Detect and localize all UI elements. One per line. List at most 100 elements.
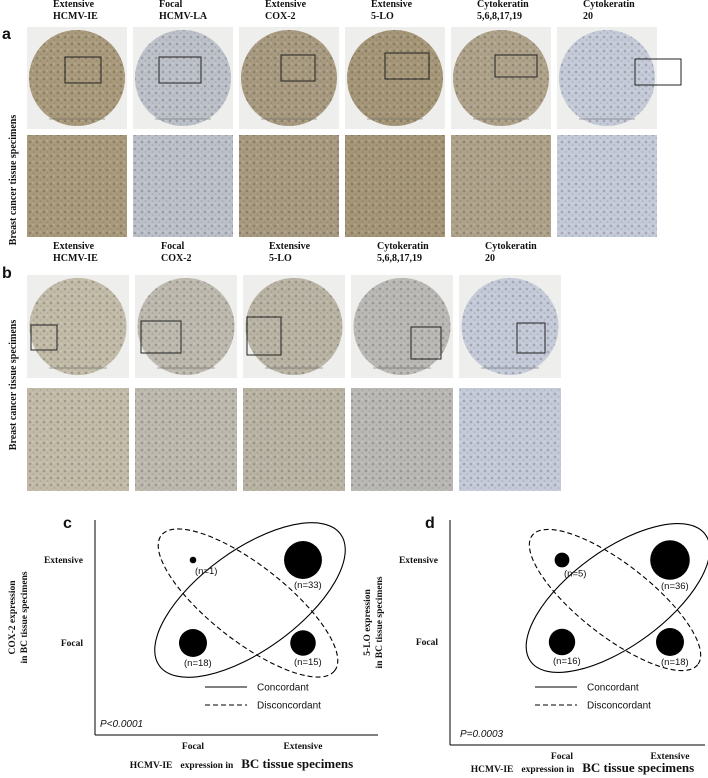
y-axis-title: in BC tissue specimens — [375, 576, 385, 668]
column-header: 20 — [583, 11, 593, 22]
x-tick-label: Extensive — [650, 752, 689, 762]
column-header: Extensive — [371, 0, 413, 10]
bubble — [284, 541, 322, 579]
panel-label: c — [63, 515, 72, 532]
p-value: P=0.0003 — [460, 729, 504, 740]
column-header: 5-LO — [371, 11, 394, 22]
zoom-box — [140, 320, 182, 354]
data-label: (n=18) — [661, 657, 689, 668]
x-tick-label: Focal — [551, 752, 574, 762]
data-label: (n=16) — [553, 656, 581, 667]
column-header: 5,6,8,17,19 — [477, 11, 522, 22]
legend-label: Concordant — [587, 683, 639, 694]
zoom-box — [280, 54, 316, 82]
panel-label: d — [425, 515, 435, 532]
tissue-zoom-texture — [133, 135, 233, 237]
column-header: Cytokeratin — [583, 0, 635, 10]
zoom-box — [64, 56, 102, 84]
x-tick-label: Focal — [182, 742, 205, 752]
data-label: (n=33) — [294, 580, 322, 591]
tissue-texture — [29, 30, 125, 126]
y-tick-label: Focal — [416, 638, 439, 648]
column-header: Focal — [161, 241, 185, 252]
tissue-zoom-texture — [27, 135, 127, 237]
data-label: (n=18) — [184, 658, 212, 669]
column-header: Extensive — [53, 241, 95, 252]
y-axis-title: in BC tissue specimens — [20, 571, 30, 663]
data-label: (n=15) — [294, 657, 322, 668]
x-axis-title-part: BC tissue specimens — [241, 756, 353, 771]
zoom-box — [246, 316, 282, 356]
tissue-texture — [559, 30, 655, 126]
column-header: HCMV-LA — [159, 11, 208, 22]
bubble — [655, 627, 685, 657]
row-label: Breast cancer tissue specimens — [8, 115, 19, 246]
column-header: Cytokeratin — [485, 241, 537, 252]
tissue-texture — [137, 278, 235, 375]
column-header: HCMV-IE — [53, 11, 98, 22]
zoom-box — [384, 52, 430, 80]
tissue-zoom-texture — [351, 388, 453, 491]
column-header: Extensive — [53, 0, 95, 10]
x-axis-title: HCMV-IE expression in BC tissue specimens — [471, 760, 694, 775]
zoom-box — [634, 58, 682, 86]
tissue-texture — [353, 278, 451, 375]
column-header: 5-LO — [269, 253, 292, 264]
bubble — [189, 556, 197, 564]
concordant-ellipse — [154, 522, 346, 678]
column-header: COX-2 — [265, 11, 296, 22]
x-axis-title-part: BC tissue specimens — [582, 760, 694, 775]
p-value: P<0.0001 — [100, 719, 143, 730]
zoom-box — [410, 326, 442, 360]
tissue-zoom-texture — [459, 388, 561, 491]
tissue-zoom-texture — [345, 135, 445, 237]
x-axis-title-part: expression in — [521, 765, 575, 775]
data-label: (n=5) — [564, 568, 586, 579]
y-tick-label: Extensive — [399, 556, 438, 566]
bubble — [650, 540, 690, 580]
tissue-zoom-texture — [557, 135, 657, 237]
tissue-texture — [347, 30, 443, 126]
tissue-texture — [241, 30, 337, 126]
legend-label: Disconcordant — [257, 701, 321, 712]
x-axis-title: HCMV-IE expression in BC tissue specimens — [130, 756, 353, 771]
column-header: COX-2 — [161, 253, 192, 264]
y-tick-label: Focal — [61, 639, 84, 649]
legend-label: Disconcordant — [587, 701, 651, 712]
tissue-zoom-texture — [451, 135, 551, 237]
column-header: 20 — [485, 253, 495, 264]
discordant-ellipse — [528, 528, 702, 672]
concordant-ellipse — [525, 523, 708, 673]
tissue-texture — [453, 30, 549, 126]
bubble — [290, 630, 316, 656]
column-header: HCMV-IE — [53, 253, 98, 264]
x-axis-title-part: HCMV-IE — [471, 765, 514, 775]
zoom-box — [494, 54, 538, 78]
column-header: Focal — [159, 0, 183, 10]
x-axis-title-part: HCMV-IE — [130, 761, 173, 771]
column-header: Cytokeratin — [377, 241, 429, 252]
discordant-ellipse — [157, 528, 339, 678]
y-axis-title: COX-2 expression — [8, 580, 18, 655]
zoom-box — [30, 324, 58, 351]
column-header: Extensive — [265, 0, 307, 10]
bubble — [554, 552, 570, 568]
tissue-texture — [245, 278, 343, 375]
x-tick-label: Extensive — [283, 742, 322, 752]
y-axis-title: 5-LO expression — [363, 588, 373, 655]
bubble — [548, 628, 576, 656]
tissue-texture — [135, 30, 231, 126]
panel-label: a — [2, 26, 11, 43]
row-label: Breast cancer tissue specimens — [8, 320, 19, 451]
panel-label: b — [2, 265, 12, 282]
tissue-zoom-texture — [135, 388, 237, 491]
column-header: Extensive — [269, 241, 311, 252]
x-axis-title-part: expression in — [180, 761, 234, 771]
data-label: (n=1) — [195, 566, 217, 577]
tissue-zoom-texture — [239, 135, 339, 237]
tissue-texture — [29, 278, 127, 375]
zoom-box — [158, 56, 202, 84]
bubble — [178, 628, 208, 658]
